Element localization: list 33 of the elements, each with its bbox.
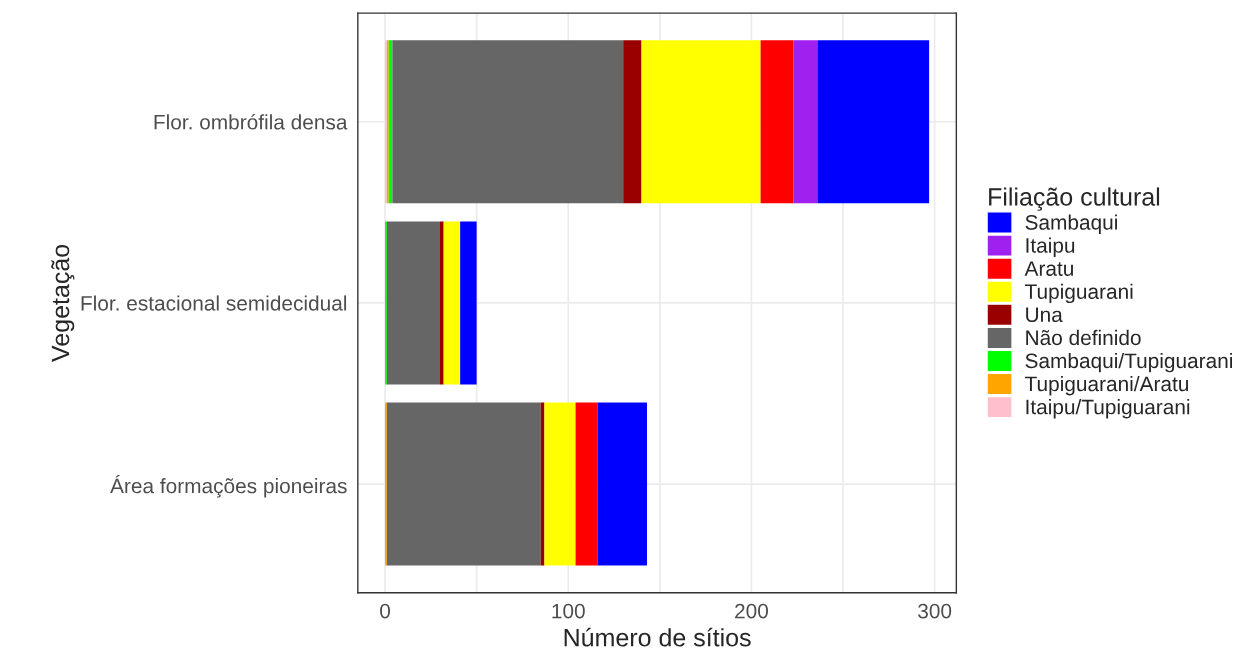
- bar: [544, 402, 576, 566]
- legend-label: Não definido: [1026, 329, 1141, 346]
- bar: [440, 221, 444, 385]
- bar: [597, 402, 648, 566]
- bar: [443, 221, 461, 385]
- bar: [641, 40, 761, 204]
- bar: [817, 40, 930, 204]
- bar: [760, 40, 794, 204]
- legend-label: Tupiguarani: [1025, 283, 1133, 304]
- y-tick-label: Flor. ombrófila densa: [154, 114, 348, 130]
- legend-label: Sambaqui: [1025, 214, 1117, 234]
- legend-title: Filiação cultural: [989, 187, 1160, 211]
- x-axis-title: Número de sítios: [564, 627, 751, 647]
- x-tick-label: 0: [380, 603, 391, 619]
- bar: [575, 402, 598, 566]
- bar: [392, 40, 624, 204]
- x-tick-label: 200: [735, 603, 768, 619]
- y-tick-label: Flor. estacional semidecidual: [81, 295, 347, 311]
- y-axis-title: Vegetação: [51, 244, 75, 362]
- bar: [460, 221, 477, 385]
- bar: [623, 40, 642, 204]
- legend-label: Tupiguarani/Aratu: [1025, 375, 1188, 396]
- bar: [386, 221, 440, 385]
- x-tick-label: 300: [918, 603, 952, 619]
- x-tick-label: 100: [552, 603, 585, 619]
- y-tick-label: Área formações pioneiras: [110, 475, 347, 498]
- bar: [386, 402, 541, 566]
- bar: [793, 40, 818, 204]
- legend-label: Aratu: [1024, 261, 1073, 276]
- legend-label: Itaipu: [1026, 237, 1075, 257]
- legend-label: Itaipu/Tupiguarani: [1026, 399, 1190, 419]
- legend-label: Una: [1026, 307, 1063, 323]
- legend-label: Sambaqui/Tupiguarani: [1025, 352, 1232, 373]
